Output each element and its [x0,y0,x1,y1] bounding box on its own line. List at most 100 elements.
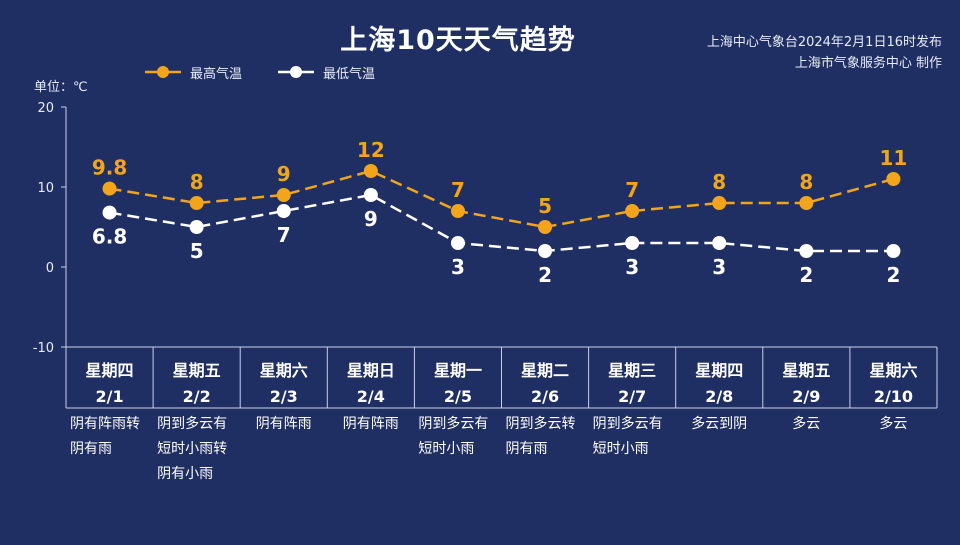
high-temperature-point [450,204,465,218]
low-temperature-label: 3 [712,255,726,279]
weather-line: 多云 [879,416,908,432]
date-label: 2/3 [270,387,298,406]
weather-description: 多云 [763,412,850,437]
weekday-label: 星期一 [434,361,482,380]
weather-description: 阴有阵雨转 阴有雨 [66,412,153,462]
weather-line: 阴有阵雨 [342,416,399,432]
weather-line: 短时小雨 [418,441,475,457]
weekday-label: 星期二 [521,361,569,380]
weather-description: 阴到多云有短时小雨转阴有小雨 [153,412,240,487]
high-temperature-label: 11 [880,146,908,170]
weather-line: 阴有阵雨 [255,416,312,432]
low-temperature-label: 9 [364,207,378,231]
date-label: 2/1 [95,387,123,406]
date-label: 2/4 [357,387,385,406]
low-temperature-point [363,188,378,202]
weather-line: 短时小雨 [592,441,649,457]
high-temperature-label: 8 [712,170,726,194]
weather-line: 阴有阵雨转 [70,416,140,432]
low-temperature-point [712,236,727,250]
low-temperature-label: 2 [799,263,813,287]
chart-title: 上海10天天气趋势 [340,25,576,56]
publisher-credit: 上海中心气象台2024年2月1日16时发布 [706,35,942,50]
weekday-label: 星期四 [86,361,134,380]
producer-credit: 上海市气象服务中心 制作 [794,56,942,71]
weekday-label: 星期六 [869,361,917,380]
weather-line: 阴有雨 [70,441,112,457]
y-tick-label: 10 [37,181,54,196]
legend-high-temperature: 最高气温 [144,63,242,82]
weather-line: 多云到阴 [691,416,748,432]
date-label: 2/5 [444,387,472,406]
weather-line: 阴到多云有 [157,416,228,432]
low-temperature-point [189,220,204,234]
weather-line: 阴到多云转 [505,416,576,432]
weather-description: 阴到多云转 阴有雨 [502,412,589,462]
high-temperature-point [538,220,553,234]
weekday-label: 星期五 [173,361,221,380]
high-temperature-point [799,196,814,210]
y-tick-label: 0 [46,261,54,276]
date-label: 2/7 [618,387,646,406]
legend-high-marker-icon [145,66,181,78]
high-temperature-point [276,188,291,202]
low-temperature-point [538,244,553,258]
high-temperature-point [625,204,640,218]
y-tick-label: 20 [37,101,54,116]
weather-description: 多云 [850,412,937,437]
high-temperature-label: 9 [277,162,291,186]
legend-low-label: 最低气温 [323,66,376,82]
low-temperature-label: 3 [625,255,639,279]
date-label: 2/6 [531,387,559,406]
high-temperature-line [109,169,894,229]
weather-line: 阴有雨 [505,441,548,457]
low-temperature-point [886,244,901,258]
high-temperature-label: 8 [190,170,204,194]
low-temperature-point [799,244,814,258]
weather-description: 多云到阴 [676,412,763,437]
weekday-label: 星期五 [782,361,830,380]
weather-description: 阴到多云有 短时小雨 [414,412,501,462]
weekday-label: 星期三 [608,361,656,380]
low-temperature-point [102,205,117,220]
weather-line: 多云 [792,416,821,432]
weekday-label: 星期六 [260,361,308,380]
date-label: 2/10 [874,387,913,406]
low-temperature-label: 5 [190,239,204,263]
high-temperature-point [712,196,727,210]
low-temperature-label: 6.8 [92,225,127,249]
y-axis-unit: 单位：℃ [34,80,88,95]
weather-line: 短时小雨转 [157,441,228,457]
high-temperature-label: 9.8 [92,156,127,180]
high-temperature-label: 5 [538,194,552,218]
weather-description: 阴有阵雨 [240,412,327,437]
low-temperature-label: 7 [277,223,291,247]
low-temperature-point [625,236,640,250]
low-temperature-label: 2 [886,263,900,287]
legend-low-marker-icon [278,66,314,78]
date-label: 2/9 [792,387,820,406]
y-tick-label: -10 [33,341,54,356]
high-temperature-point [102,181,117,196]
weather-description: 阴有阵雨 [327,412,414,437]
high-temperature-point [363,164,378,178]
high-temperature-point [886,172,901,186]
low-temperature-label: 2 [538,263,552,287]
weather-line: 阴有小雨 [157,466,214,482]
weather-line: 阴到多云有 [592,416,663,432]
low-temperature-point [276,204,291,218]
low-temperature-line [109,193,894,253]
weekday-label: 星期日 [347,361,395,380]
high-temperature-label: 8 [799,170,813,194]
date-label: 2/2 [183,387,211,406]
high-temperature-label: 7 [625,178,639,202]
high-temperature-label: 12 [357,138,385,162]
weather-description: 阴到多云有 短时小雨 [589,412,676,462]
date-label: 2/8 [705,387,733,406]
high-temperature-label: 7 [451,178,465,202]
legend-low-temperature: 最低气温 [277,63,376,82]
low-temperature-label: 3 [451,255,465,279]
weekday-label: 星期四 [695,361,743,380]
weather-line: 阴到多云有 [418,416,489,432]
